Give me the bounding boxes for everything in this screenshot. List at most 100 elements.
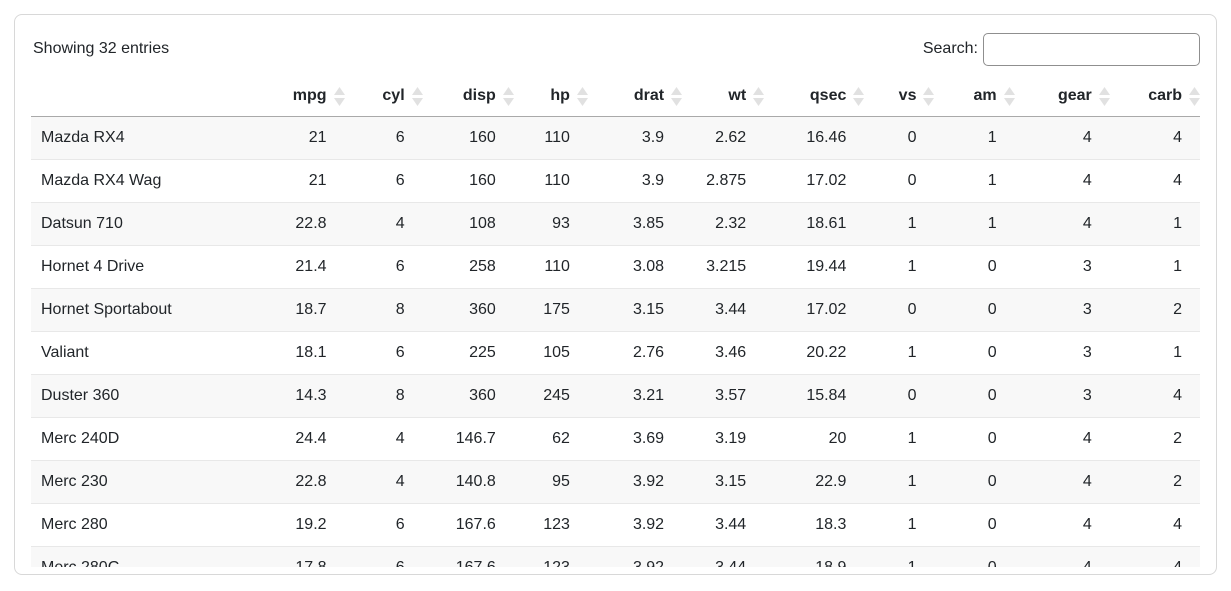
cell-disp: 167.6	[423, 547, 514, 567]
table-row: Hornet 4 Drive 21.4 6 258 110 3.08 3.215 19.44 1…	[31, 245, 1200, 289]
cell-am: 0	[987, 301, 997, 318]
column-header-label: drat	[633, 87, 665, 104]
cell-disp: 146.7	[455, 430, 496, 447]
cell-vs: 1	[907, 258, 917, 275]
table-row: Merc 230 22.8 4 140.8 95 3.92 3.15 22.9 1 0 4 2	[31, 460, 1200, 504]
sort-arrows-icon	[671, 86, 683, 106]
cell-cyl: 6	[395, 516, 405, 533]
column-header-wt[interactable]: wt	[682, 77, 765, 117]
cell-am: 0	[987, 344, 997, 361]
column-header-carb[interactable]: carb	[1109, 77, 1200, 117]
cell-gear: 4	[1082, 473, 1092, 490]
column-header-name	[31, 77, 270, 117]
cell-gear: 3	[1082, 344, 1092, 361]
table-toolbar: Showing 32 entries Search:	[31, 29, 1200, 69]
cell-vs: 0	[907, 129, 917, 146]
cell-drat: 3.85	[632, 215, 665, 232]
column-header-hp[interactable]: hp	[513, 77, 588, 117]
column-header-gear[interactable]: gear	[1014, 77, 1110, 117]
sort-arrows-icon	[1098, 86, 1110, 106]
table-row: Hornet Sportabout 18.7 8 360 175 3.15 3.44 17.0…	[31, 288, 1200, 332]
cell-carb: 4	[1110, 547, 1200, 567]
cell-qsec: 20.22	[806, 344, 847, 361]
cell-gear: 4	[1015, 547, 1110, 567]
cell-hp: 110	[544, 172, 570, 189]
sort-arrows-icon	[333, 86, 345, 106]
row-name-cell: Duster 360	[41, 387, 120, 404]
cell-qsec: 17.02	[806, 172, 847, 189]
column-header-label: disp	[462, 87, 496, 104]
cell-am: 0	[987, 387, 997, 404]
column-header-label: gear	[1057, 87, 1092, 104]
row-name-cell: Merc 240D	[41, 430, 120, 447]
row-name-cell: Hornet 4 Drive	[41, 258, 145, 275]
cell-disp: 160	[469, 172, 496, 189]
cell-disp: 167.6	[455, 516, 496, 533]
cell-gear: 4	[1082, 430, 1092, 447]
cell-am: 0	[934, 547, 1014, 567]
column-header-label: qsec	[809, 87, 847, 104]
cell-wt: 3.44	[682, 547, 764, 567]
cell-vs: 0	[907, 301, 917, 318]
cell-qsec: 22.9	[815, 473, 847, 490]
cell-am: 0	[987, 516, 997, 533]
cell-disp: 140.8	[455, 473, 496, 490]
cell-disp: 108	[469, 215, 496, 232]
cell-am: 0	[987, 430, 997, 447]
table-row: Duster 360 14.3 8 360 245 3.21 3.57 15.84 0 0 3 4	[31, 374, 1200, 418]
table-info-text: Showing 32 entries	[33, 40, 170, 57]
cell-mpg: 21	[308, 172, 327, 189]
cell-carb: 2	[1173, 430, 1182, 447]
cell-drat: 3.08	[632, 258, 665, 275]
column-header-cyl[interactable]: cyl	[344, 77, 423, 117]
cell-hp: 110	[544, 129, 570, 146]
cell-wt: 3.46	[715, 344, 747, 361]
cell-cyl: 6	[395, 344, 405, 361]
column-header-label: mpg	[292, 87, 327, 104]
column-header-mpg[interactable]: mpg	[269, 77, 345, 117]
cell-hp: 93	[552, 215, 570, 232]
column-header-qsec[interactable]: qsec	[764, 77, 865, 117]
cell-hp: 62	[552, 430, 570, 447]
cell-am: 1	[987, 129, 997, 146]
cell-drat: 3.92	[632, 516, 665, 533]
cell-drat: 3.92	[588, 547, 682, 567]
cell-hp: 123	[543, 516, 570, 533]
cell-gear: 4	[1082, 129, 1092, 146]
column-header-vs[interactable]: vs	[864, 77, 935, 117]
sort-arrows-icon	[576, 86, 588, 106]
cars-data-table: mpg cyl disp hp drat wt qsec vs am gear carb Mazda…	[31, 77, 1200, 567]
cell-vs: 1	[907, 516, 917, 533]
cell-gear: 4	[1082, 215, 1092, 232]
cell-qsec: 18.9	[764, 547, 864, 567]
column-header-am[interactable]: am	[934, 77, 1015, 117]
cell-vs: 1	[864, 547, 934, 567]
cell-mpg: 22.8	[295, 473, 327, 490]
cell-cyl: 6	[395, 172, 405, 189]
cell-qsec: 15.84	[806, 387, 847, 404]
cell-vs: 1	[907, 473, 917, 490]
cell-cyl: 8	[395, 387, 405, 404]
cell-wt: 3.215	[706, 258, 747, 275]
table-viewport[interactable]: mpg cyl disp hp drat wt qsec vs am gear carb Mazda…	[31, 77, 1200, 567]
cell-wt: 3.19	[715, 430, 747, 447]
table-row: Valiant 18.1 6 225 105 2.76 3.46 20.22 1 0 3 1	[31, 331, 1200, 375]
table-row: Merc 240D 24.4 4 146.7 62 3.69 3.19 20 1 0 4 2	[31, 417, 1200, 461]
cell-vs: 1	[907, 215, 917, 232]
cell-mpg: 14.3	[295, 387, 327, 404]
column-header-disp[interactable]: disp	[422, 77, 514, 117]
column-header-drat[interactable]: drat	[587, 77, 683, 117]
column-header-label: cyl	[382, 87, 405, 104]
cell-mpg: 17.8	[269, 547, 344, 567]
cell-am: 0	[987, 473, 997, 490]
table-row: Mazda RX4 Wag 21 6 160 110 3.9 2.875 17.02 0 1 4 4	[31, 159, 1200, 203]
cell-cyl: 6	[345, 547, 423, 567]
cell-cyl: 4	[395, 215, 405, 232]
search-input[interactable]	[983, 32, 1200, 66]
cell-gear: 4	[1082, 172, 1092, 189]
column-header-label: wt	[728, 87, 747, 104]
cell-disp: 360	[469, 387, 496, 404]
sort-arrows-icon	[502, 86, 514, 106]
